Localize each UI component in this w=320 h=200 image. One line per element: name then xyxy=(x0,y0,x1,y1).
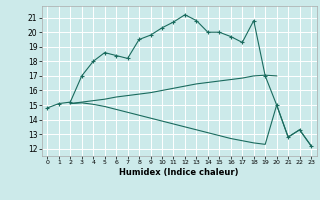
X-axis label: Humidex (Indice chaleur): Humidex (Indice chaleur) xyxy=(119,168,239,177)
